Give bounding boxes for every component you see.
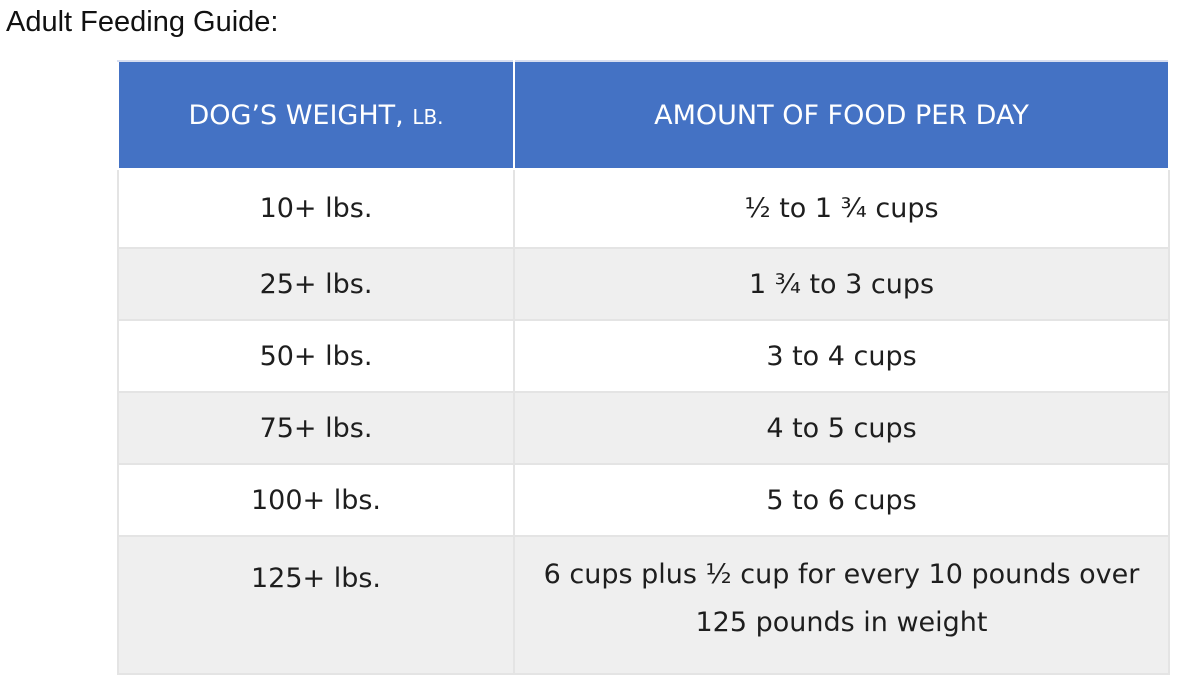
amount-cell: 1 ¾ to 3 cups — [513, 247, 1170, 321]
weight-cell: 75+ lbs. — [117, 391, 515, 465]
table-header-row: DOG’S WEIGHT, LB. AMOUNT OF FOOD PER DAY — [117, 60, 1170, 170]
page-title: Adult Feeding Guide: — [6, 6, 279, 38]
column-header-amount: AMOUNT OF FOOD PER DAY — [513, 60, 1170, 170]
column-header-weight: DOG’S WEIGHT, LB. — [117, 60, 515, 170]
column-header-weight-label: DOG’S WEIGHT, — [188, 99, 413, 131]
weight-cell: 50+ lbs. — [117, 319, 515, 393]
amount-cell: 6 cups plus ½ cup for every 10 pounds ov… — [513, 535, 1170, 675]
table-row: 100+ lbs. 5 to 6 cups — [117, 463, 1170, 537]
weight-cell: 100+ lbs. — [117, 463, 515, 537]
table-row: 50+ lbs. 3 to 4 cups — [117, 319, 1170, 393]
table-row: 10+ lbs. ½ to 1 ¾ cups — [117, 168, 1170, 249]
amount-cell: 4 to 5 cups — [513, 391, 1170, 465]
amount-cell: 3 to 4 cups — [513, 319, 1170, 393]
feeding-guide-table: DOG’S WEIGHT, LB. AMOUNT OF FOOD PER DAY… — [117, 60, 1170, 675]
table-row: 25+ lbs. 1 ¾ to 3 cups — [117, 247, 1170, 321]
weight-cell: 125+ lbs. — [117, 535, 515, 675]
table-row: 125+ lbs. 6 cups plus ½ cup for every 10… — [117, 535, 1170, 675]
amount-cell: 5 to 6 cups — [513, 463, 1170, 537]
weight-cell: 25+ lbs. — [117, 247, 515, 321]
table-row: 75+ lbs. 4 to 5 cups — [117, 391, 1170, 465]
weight-cell: 10+ lbs. — [117, 168, 515, 249]
column-header-weight-unit: LB. — [412, 104, 444, 129]
amount-cell: ½ to 1 ¾ cups — [513, 168, 1170, 249]
